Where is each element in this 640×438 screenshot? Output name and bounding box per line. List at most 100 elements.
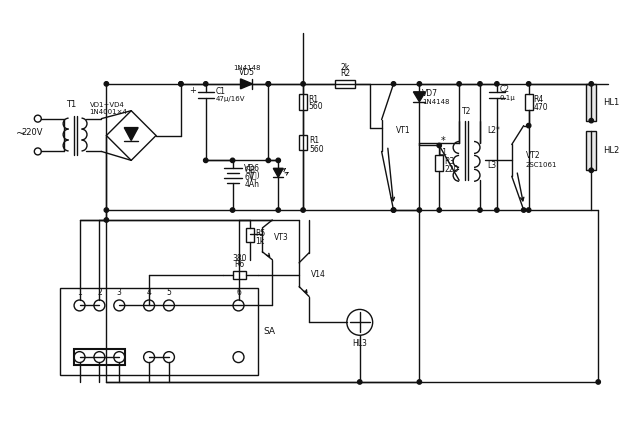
Circle shape [437, 143, 442, 148]
Text: VD6: VD6 [244, 164, 260, 173]
Text: *: * [440, 135, 445, 145]
Bar [335, 80, 355, 88]
Text: 1: 1 [77, 287, 82, 297]
Circle shape [495, 208, 499, 212]
Text: VD7: VD7 [422, 89, 438, 98]
Circle shape [301, 81, 305, 86]
Circle shape [391, 81, 396, 86]
Circle shape [589, 118, 593, 123]
Text: HL3: HL3 [352, 339, 367, 348]
Text: 470: 470 [534, 103, 548, 112]
Text: 2SC1061: 2SC1061 [525, 162, 557, 168]
Circle shape [104, 218, 109, 222]
Text: GB: GB [244, 166, 255, 175]
Bar [299, 134, 307, 150]
Circle shape [104, 208, 109, 212]
Text: R2: R2 [340, 69, 350, 78]
Bar [586, 84, 596, 120]
Text: R6: R6 [234, 260, 244, 268]
Circle shape [266, 81, 271, 86]
Text: V14: V14 [311, 270, 326, 279]
Circle shape [204, 81, 208, 86]
Text: VD1~VD4: VD1~VD4 [90, 102, 124, 108]
Text: 5: 5 [166, 287, 172, 297]
Polygon shape [273, 168, 284, 177]
Circle shape [596, 380, 600, 384]
Text: R1: R1 [309, 136, 319, 145]
Text: +: + [189, 86, 196, 95]
Circle shape [478, 208, 482, 212]
Text: VT1: VT1 [396, 126, 410, 135]
Text: R1: R1 [308, 95, 318, 104]
Circle shape [391, 208, 396, 212]
Circle shape [437, 208, 442, 212]
Circle shape [522, 208, 526, 212]
Circle shape [589, 168, 593, 173]
Circle shape [301, 208, 305, 212]
Polygon shape [413, 92, 426, 102]
Circle shape [417, 81, 422, 86]
Text: 2: 2 [97, 287, 102, 297]
Circle shape [527, 81, 531, 86]
Text: L1: L1 [438, 148, 447, 157]
Text: 1N4148: 1N4148 [233, 65, 260, 71]
Circle shape [589, 81, 593, 86]
Circle shape [276, 158, 280, 162]
Text: 1N4001×4: 1N4001×4 [90, 109, 127, 115]
Text: 1N4148: 1N4148 [422, 99, 450, 105]
Text: 1k: 1k [255, 237, 265, 246]
Circle shape [179, 81, 183, 86]
Text: 0.1μ: 0.1μ [500, 95, 516, 101]
Text: C1: C1 [216, 87, 226, 96]
Text: HL1: HL1 [603, 98, 620, 107]
Text: T1: T1 [67, 100, 77, 109]
Text: 380: 380 [232, 254, 247, 263]
Text: HL2: HL2 [603, 146, 620, 155]
Bar [246, 228, 255, 242]
Text: (红): (红) [250, 171, 260, 180]
Bar [435, 155, 444, 171]
Text: R3: R3 [444, 157, 454, 166]
Text: SA: SA [264, 327, 275, 336]
Circle shape [266, 81, 271, 86]
Circle shape [179, 81, 183, 86]
Text: VT2: VT2 [525, 151, 540, 160]
Circle shape [266, 158, 271, 162]
Circle shape [417, 380, 422, 384]
Text: 560: 560 [308, 102, 323, 111]
Circle shape [230, 158, 235, 162]
Bar [586, 131, 596, 170]
Circle shape [391, 208, 396, 212]
Bar [525, 94, 532, 110]
Text: L3: L3 [487, 161, 496, 170]
Text: VD5: VD5 [239, 68, 255, 77]
Text: 3: 3 [117, 287, 122, 297]
Circle shape [230, 208, 235, 212]
Polygon shape [241, 79, 252, 89]
Text: 220: 220 [444, 165, 459, 174]
Text: C2: C2 [500, 85, 510, 94]
Bar [299, 94, 307, 110]
Text: ~: ~ [16, 128, 25, 138]
Text: 4Ah: 4Ah [244, 180, 259, 189]
Bar [232, 271, 246, 279]
Text: 560: 560 [309, 145, 324, 154]
Text: R5: R5 [255, 230, 266, 238]
Circle shape [457, 81, 461, 86]
Text: 47μ/16V: 47μ/16V [216, 96, 245, 102]
Circle shape [495, 81, 499, 86]
Text: 6V: 6V [244, 173, 255, 182]
Circle shape [478, 81, 482, 86]
Text: R4: R4 [534, 95, 544, 104]
Circle shape [358, 380, 362, 384]
Circle shape [417, 208, 422, 212]
Circle shape [204, 158, 208, 162]
Bar [60, 288, 259, 375]
Text: L2*: L2* [487, 126, 500, 135]
Text: T2: T2 [462, 107, 472, 116]
Bar [74, 349, 125, 365]
Text: 220V: 220V [21, 127, 42, 137]
Polygon shape [124, 127, 138, 141]
Circle shape [276, 208, 280, 212]
Text: VT3: VT3 [275, 233, 289, 242]
